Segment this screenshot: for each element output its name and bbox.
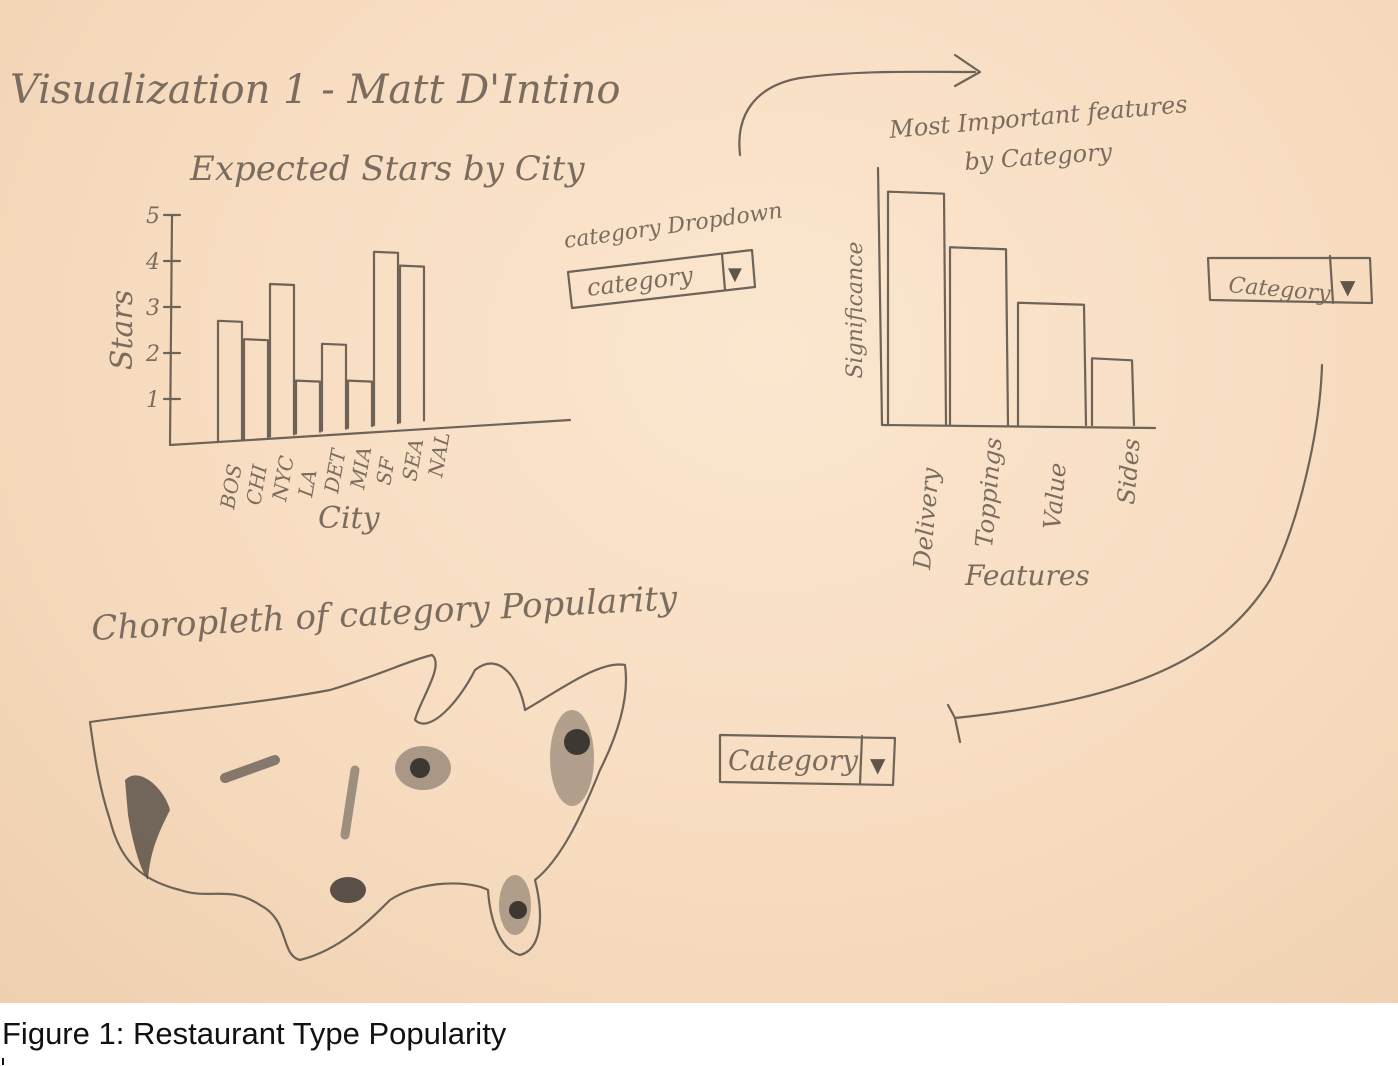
feature-bar: [1090, 357, 1136, 427]
flow-arrow-top-head: [953, 53, 982, 88]
y-tick-label: 3: [146, 296, 160, 321]
features-chart-ylabel: Significance: [843, 241, 868, 378]
feature-bar: [886, 190, 948, 427]
feature-bar: [948, 246, 1010, 427]
flow-arrow-side: [953, 363, 1324, 720]
feature-x-label: Delivery: [908, 466, 945, 571]
y-tick-label: 5: [146, 204, 160, 229]
chevron-down-icon[interactable]: ▼: [728, 264, 742, 285]
us-map-outline: [88, 653, 627, 962]
stars-chart-bars: [216, 250, 426, 444]
x-tick-label: SEA: [397, 437, 428, 483]
features-dropdown-label: Category: [1227, 273, 1331, 307]
category-dropdown-box[interactable]: [566, 248, 757, 310]
features-chart-y-axis: [876, 166, 884, 427]
flow-arrow-top: [738, 70, 977, 157]
feature-x-label: Sides: [1112, 437, 1146, 505]
stars-bar: [268, 282, 296, 438]
x-tick-label: NYC: [267, 454, 299, 504]
stars-chart-x-axis: [168, 418, 572, 447]
stars-chart-y-axis: [168, 213, 174, 447]
features-chart-xlabel: Features: [964, 559, 1090, 592]
stars-chart-ylabel: Stars: [105, 290, 140, 370]
stars-bar: [372, 250, 400, 427]
caption-marker: [2, 1058, 4, 1065]
sketch-photo: Visualization 1 - Matt D'Intino Expected…: [0, 0, 1398, 1003]
features-chart-title-line2: by Category: [963, 138, 1113, 176]
map-dropdown-label: Category: [728, 744, 859, 777]
chevron-down-icon[interactable]: ▼: [1340, 275, 1356, 299]
chevron-down-icon[interactable]: ▼: [870, 753, 886, 777]
x-tick-label: DET: [319, 446, 351, 496]
category-dropdown[interactable]: category ▼: [566, 248, 757, 310]
map-category-dropdown[interactable]: Category ▼: [718, 733, 897, 787]
figure-caption: Figure 1: Restaurant Type Popularity: [2, 1016, 507, 1051]
stars-chart-title: Expected Stars by City: [189, 149, 585, 189]
category-dropdown-divider: [720, 252, 727, 292]
features-chart-bars: [886, 190, 1136, 427]
y-tick-label: 1: [146, 388, 160, 413]
y-tick-label: 4: [145, 250, 160, 275]
stars-chart-y-ticks: 1 2 3 4 5: [145, 204, 182, 413]
stars-bar: [346, 379, 374, 430]
x-tick-label: SF: [371, 454, 400, 486]
map-dropdown-divider: [858, 734, 864, 786]
sketch-title: Visualization 1 - Matt D'Intino: [10, 67, 620, 113]
features-chart-x-labels: Delivery Toppings Value Sides: [908, 436, 1146, 571]
flow-arrow-side-head: [946, 703, 962, 744]
features-chart-title-line1: Most Important features: [887, 90, 1189, 144]
x-tick-label: BOS: [215, 462, 247, 512]
feature-x-label: Toppings: [970, 436, 1007, 548]
stars-bar: [294, 379, 322, 435]
features-dropdown-box[interactable]: [1206, 256, 1374, 305]
y-tick-label: 2: [145, 342, 160, 367]
stars-bar: [216, 319, 244, 444]
category-dropdown-caption: category Dropdown: [562, 199, 784, 254]
stars-bar: [320, 342, 348, 432]
features-chart-x-axis: [880, 423, 1157, 430]
map-title: Choropleth of category Popularity: [90, 578, 679, 649]
x-tick-label: NAL: [423, 430, 455, 480]
x-tick-label: LA: [293, 467, 322, 499]
map-shading: [125, 710, 594, 935]
stars-chart-xlabel: City: [318, 501, 381, 536]
features-category-dropdown[interactable]: Category ▼: [1206, 254, 1374, 307]
wireframe-sketch: Visualization 1 - Matt D'Intino Expected…: [10, 53, 1374, 962]
map-dropdown-box[interactable]: [718, 733, 897, 787]
feature-x-label: Value: [1038, 462, 1072, 531]
feature-bar: [1016, 301, 1088, 427]
stars-bar: [398, 264, 426, 424]
features-dropdown-divider: [1328, 254, 1335, 305]
stars-bar: [242, 338, 270, 441]
